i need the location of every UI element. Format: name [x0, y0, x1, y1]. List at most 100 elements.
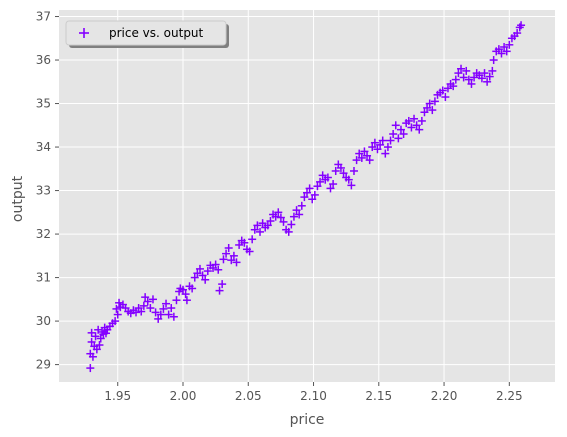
scatter-point — [467, 79, 476, 88]
scatter-point — [500, 42, 509, 51]
legend-marker — [79, 28, 89, 38]
scatter-point — [137, 307, 146, 316]
scatter-point — [91, 332, 100, 341]
scatter-point — [428, 106, 437, 115]
scatter-point — [391, 121, 400, 130]
scatter-point — [430, 97, 439, 106]
data-points — [86, 21, 526, 373]
scatter-point — [313, 182, 322, 191]
scatter-point — [172, 296, 181, 305]
scatter-point — [87, 337, 96, 346]
scatter-point — [494, 45, 503, 54]
x-tick-label: 1.95 — [104, 389, 131, 403]
y-tick-labels: 29 30 31 32 33 34 35 36 37 — [36, 10, 59, 372]
scatter-point — [287, 220, 296, 229]
scatter-point — [248, 235, 257, 244]
scatter-point — [181, 290, 190, 299]
scatter-point — [370, 138, 379, 147]
scatter-point — [389, 130, 398, 138]
scatter-point — [101, 329, 110, 338]
scatter-point — [88, 352, 97, 361]
y-tick-label: 35 — [36, 97, 51, 111]
scatter-point — [245, 247, 254, 256]
scatter-point — [224, 243, 233, 252]
scatter-point — [357, 153, 366, 162]
legend: price vs. output — [65, 20, 229, 48]
scatter-point — [517, 21, 526, 30]
scatter-point — [344, 175, 353, 184]
scatter-point — [488, 66, 497, 75]
scatter-point — [240, 238, 249, 247]
scatter-point — [271, 212, 280, 221]
scatter-point — [211, 260, 220, 269]
scatter-point — [399, 130, 408, 138]
x-tick-labels: 1.95 2.00 2.05 2.10 2.15 2.20 2.25 — [104, 382, 523, 403]
scatter-point — [513, 29, 522, 38]
scatter-point — [218, 280, 227, 289]
scatter-point — [266, 217, 275, 226]
scatter-point — [188, 284, 197, 293]
scatter-point — [169, 312, 178, 321]
scatter-point — [483, 77, 492, 86]
x-tick-label: 2.00 — [170, 389, 197, 403]
scatter-point — [329, 180, 338, 189]
y-tick-label: 32 — [36, 227, 51, 241]
y-axis-label: output — [10, 175, 26, 222]
scatter-point — [477, 74, 486, 83]
scatter-point — [274, 208, 283, 217]
scatter-point — [263, 221, 272, 230]
x-tick-label: 2.25 — [496, 389, 523, 403]
scatter-point — [352, 156, 361, 165]
scatter-point — [139, 301, 148, 310]
scatter-point — [154, 314, 163, 323]
scatter-point — [368, 143, 377, 152]
scatter-point — [179, 285, 187, 294]
scatter-point — [425, 99, 434, 108]
y-tick-label: 29 — [36, 358, 51, 372]
scatter-point — [256, 227, 265, 236]
scatter-point — [363, 151, 372, 160]
scatter-point — [295, 210, 304, 219]
scatter-point — [203, 267, 212, 276]
scatter-point — [470, 73, 479, 82]
scatter-point — [143, 297, 152, 306]
scatter-point — [148, 295, 157, 304]
scatter-point — [190, 273, 199, 282]
scatter-point — [284, 227, 293, 236]
scatter-point — [132, 308, 141, 317]
scatter-point — [112, 304, 121, 313]
scatter-point — [96, 334, 105, 343]
scatter-point — [383, 143, 392, 152]
scatter-point — [279, 217, 288, 226]
scatter-point — [92, 345, 101, 354]
grid-lines — [59, 10, 555, 382]
scatter-point — [417, 116, 426, 125]
scatter-point — [113, 310, 122, 319]
scatter-point — [373, 145, 382, 154]
y-tick-label: 34 — [36, 140, 51, 154]
scatter-point — [308, 195, 317, 204]
x-tick-label: 2.15 — [365, 389, 392, 403]
scatter-point — [489, 56, 498, 65]
scatter-point — [214, 265, 223, 274]
y-tick-label: 30 — [36, 314, 51, 328]
scatter-point — [235, 240, 244, 249]
scatter-point — [253, 221, 262, 230]
scatter-point — [323, 173, 332, 182]
scatter-point — [454, 69, 463, 78]
scatter-point — [310, 190, 319, 199]
scatter-point — [162, 299, 171, 308]
scatter-point — [193, 269, 202, 278]
scatter-point — [449, 82, 458, 91]
scatter-point — [464, 75, 473, 84]
scatter-point — [443, 84, 452, 93]
scatter-point — [219, 255, 228, 264]
legend-series-label: price vs. output — [109, 26, 204, 40]
scatter-point — [229, 251, 238, 260]
scatter-point — [412, 121, 421, 130]
scatter-point — [292, 206, 301, 215]
scatter-point — [250, 225, 259, 234]
y-tick-label: 36 — [36, 53, 51, 67]
scatter-point — [159, 304, 168, 313]
scatter-point — [289, 212, 298, 221]
